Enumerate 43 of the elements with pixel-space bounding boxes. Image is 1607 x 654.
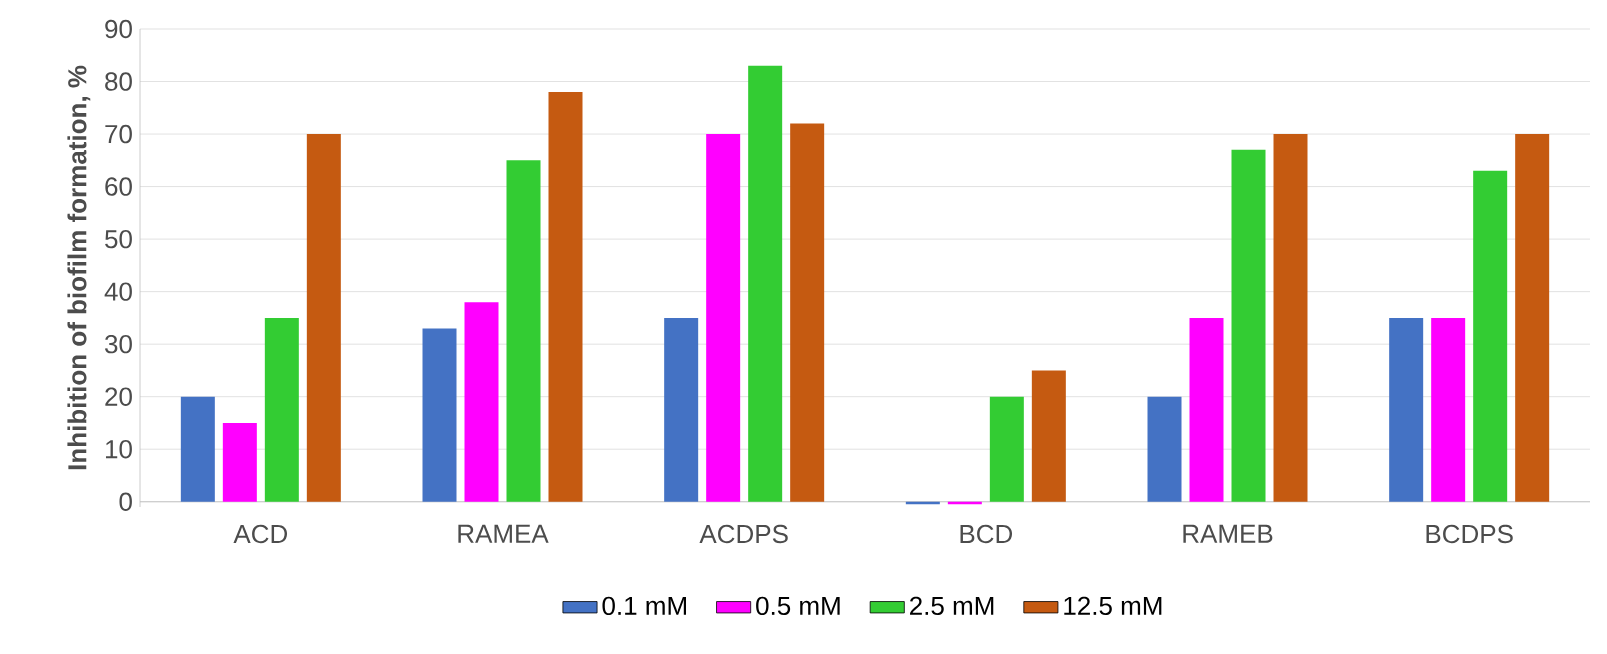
bar: [422, 328, 457, 502]
legend-label: 2.5 mM: [910, 596, 994, 616]
bar: [1189, 317, 1224, 502]
bar: [664, 317, 699, 502]
bar: [464, 302, 499, 502]
legend-label: 0.5 mM: [756, 596, 840, 616]
bar: [180, 396, 215, 502]
y-tick-label: 30: [105, 334, 132, 354]
x-tick-label: BCD: [960, 524, 1013, 544]
y-tick-label: 70: [105, 124, 132, 144]
bar: [1273, 134, 1308, 502]
bar: [1473, 170, 1508, 502]
bar: [1231, 149, 1266, 502]
y-tick-label: 10: [105, 440, 132, 459]
y-tick-label: 0: [119, 492, 132, 511]
y-tick-label: 50: [105, 229, 132, 249]
bar: [1389, 317, 1424, 502]
y-tick-label: 40: [104, 282, 132, 301]
bar: [790, 123, 825, 502]
y-tick-label: 60: [105, 177, 132, 196]
bar: [548, 92, 583, 502]
y-axis-title: Inhibition of biofilm formation, %: [67, 65, 91, 470]
bar: [1147, 396, 1182, 502]
bar: [1431, 317, 1466, 502]
legend-label: 0.1 mM: [602, 596, 686, 616]
y-tick-label: 80: [105, 72, 132, 91]
legend-label: 12.5 mM: [1064, 596, 1162, 616]
x-tick-label: ACD: [233, 524, 288, 544]
x-tick-label: RAMEA: [458, 524, 549, 543]
x-tick-label: ACDPS: [699, 524, 788, 544]
bar: [706, 134, 741, 502]
bar: [306, 134, 341, 502]
bar: [989, 396, 1024, 502]
y-tick-label: 90: [105, 19, 132, 39]
bar: [748, 65, 783, 502]
bar: [264, 317, 299, 502]
bar: [1031, 370, 1066, 502]
x-tick-label: RAMEB: [1183, 524, 1273, 543]
x-tick-label: BCDPS: [1426, 524, 1513, 544]
bar: [506, 160, 541, 502]
bar: [1515, 134, 1550, 502]
bar: [222, 422, 257, 502]
y-tick-label: 20: [105, 387, 132, 406]
